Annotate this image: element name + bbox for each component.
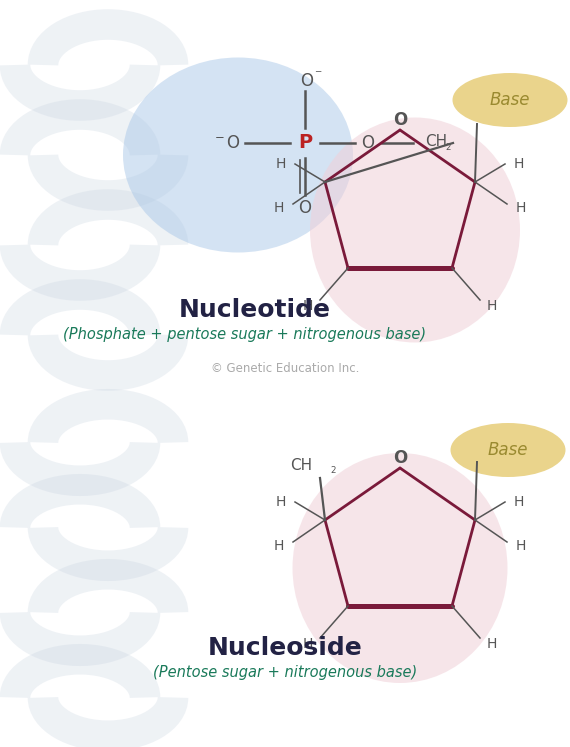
Text: P: P [298, 134, 312, 152]
Text: O: O [393, 111, 407, 129]
Text: H: H [514, 495, 524, 509]
Text: H: H [276, 157, 286, 171]
Text: H: H [274, 539, 284, 553]
Text: $_2$: $_2$ [330, 463, 337, 477]
Text: Base: Base [488, 441, 528, 459]
Text: O: O [393, 449, 407, 467]
Ellipse shape [450, 423, 565, 477]
Text: H: H [514, 157, 524, 171]
Text: CH: CH [290, 459, 312, 474]
Text: $^-$: $^-$ [313, 69, 323, 81]
Ellipse shape [123, 58, 353, 252]
Text: H: H [303, 299, 313, 313]
Text: H: H [276, 495, 286, 509]
Ellipse shape [310, 117, 520, 343]
Ellipse shape [292, 453, 507, 683]
Text: H: H [487, 637, 497, 651]
Text: Base: Base [490, 91, 530, 109]
Text: CH: CH [425, 134, 447, 149]
Text: $^-$O: $^-$O [213, 134, 242, 152]
Ellipse shape [453, 73, 568, 127]
Text: O: O [299, 199, 311, 217]
Text: H: H [487, 299, 497, 313]
Text: (Phosphate + pentose sugar + nitrogenous base): (Phosphate + pentose sugar + nitrogenous… [63, 327, 426, 343]
Text: H: H [303, 637, 313, 651]
Text: O: O [300, 72, 314, 90]
Text: $_2$: $_2$ [445, 140, 452, 152]
Text: H: H [516, 539, 526, 553]
Text: O: O [361, 134, 374, 152]
Text: (Pentose sugar + nitrogenous base): (Pentose sugar + nitrogenous base) [153, 665, 417, 680]
Text: © Genetic Education Inc.: © Genetic Education Inc. [211, 362, 359, 374]
Text: Nucleoside: Nucleoside [207, 636, 363, 660]
Text: H: H [274, 201, 284, 215]
Text: H: H [516, 201, 526, 215]
Text: Nucleotide: Nucleotide [179, 298, 331, 322]
